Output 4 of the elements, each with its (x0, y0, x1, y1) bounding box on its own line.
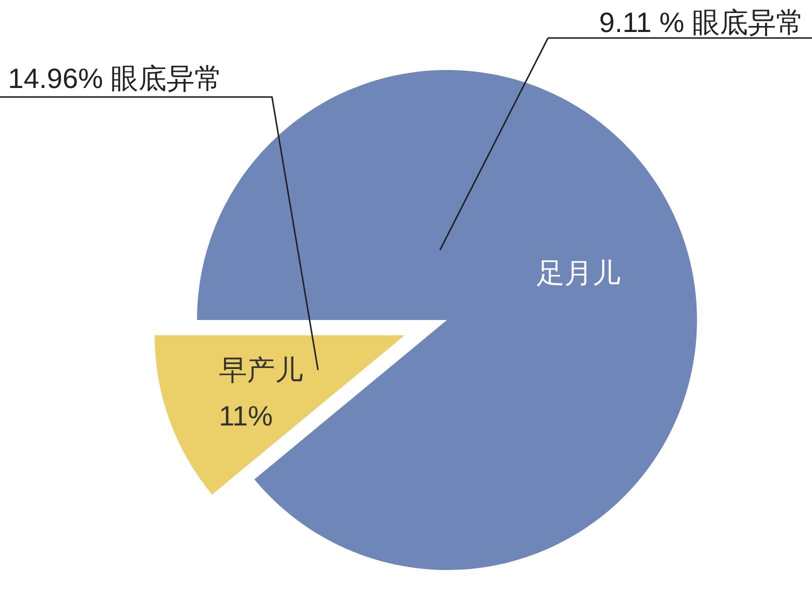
slice-label: 早产儿 (218, 354, 303, 386)
slice-label: 足月儿 (536, 258, 621, 289)
data-label: 11% (218, 400, 273, 432)
annotation: 9.11 % 眼底异常 (439, 7, 812, 251)
